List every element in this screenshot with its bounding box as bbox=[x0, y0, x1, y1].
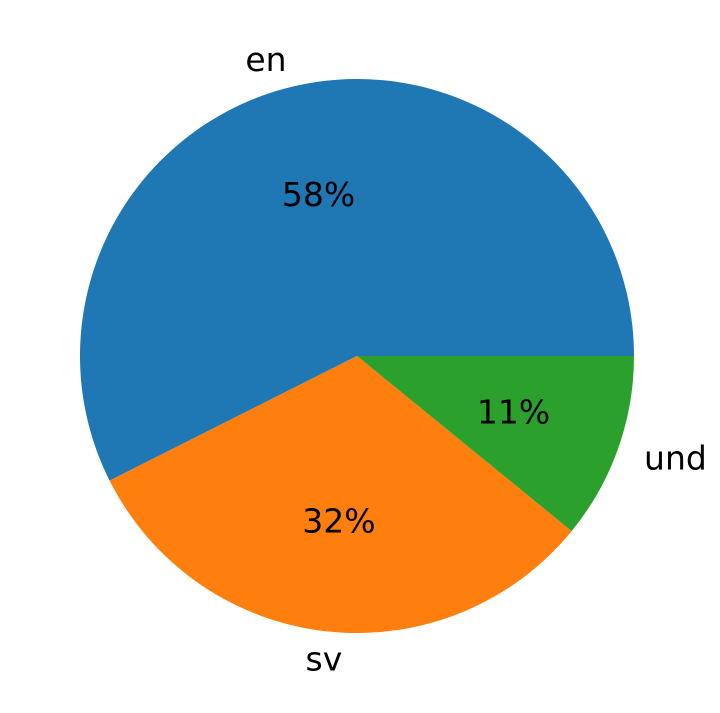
slice-label-und: und bbox=[644, 439, 707, 478]
pie-slice-und bbox=[357, 356, 634, 532]
pie-slices bbox=[79, 78, 634, 634]
pie-labels: en 58% sv 32% und 11% bbox=[245, 40, 706, 678]
slice-label-en: en bbox=[245, 40, 286, 79]
pie-slice-en bbox=[79, 78, 634, 481]
slice-value-en: 58% bbox=[282, 175, 355, 214]
slice-value-sv: 32% bbox=[302, 502, 375, 541]
slice-label-sv: sv bbox=[306, 639, 343, 678]
slice-value-und: 11% bbox=[477, 392, 550, 431]
pie-slice-sv bbox=[109, 356, 572, 634]
